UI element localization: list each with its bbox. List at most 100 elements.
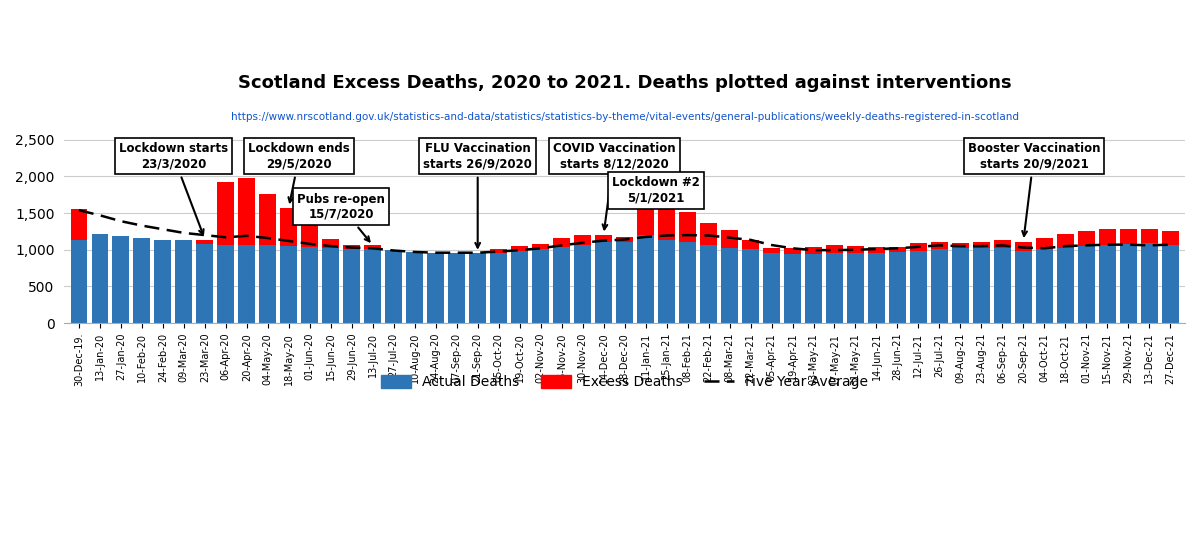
Bar [847, 246, 864, 253]
Bar [575, 245, 592, 323]
Bar [973, 248, 990, 323]
Bar [973, 242, 990, 248]
Bar [175, 240, 192, 323]
Bar [617, 242, 634, 323]
Text: https://www.nrscotland.gov.uk/statistics-and-data/statistics/statistics-by-theme: https://www.nrscotland.gov.uk/statistics… [230, 112, 1019, 122]
Bar [826, 245, 842, 253]
Bar [1120, 229, 1136, 244]
Bar [323, 248, 340, 323]
Bar [511, 250, 528, 323]
Bar [301, 247, 318, 323]
Bar [239, 178, 256, 245]
Bar [259, 194, 276, 245]
Bar [281, 246, 298, 323]
Bar [553, 247, 570, 323]
Bar [1078, 231, 1094, 246]
Bar [1141, 243, 1158, 323]
Bar [133, 238, 150, 323]
Bar [511, 246, 528, 250]
Bar [721, 230, 738, 248]
Text: Pubs re-open
15/7/2020: Pubs re-open 15/7/2020 [298, 193, 385, 242]
Bar [217, 182, 234, 245]
Bar [742, 249, 758, 323]
Bar [197, 240, 214, 244]
Bar [679, 212, 696, 242]
Bar [1015, 250, 1032, 323]
Bar [637, 207, 654, 235]
Bar [385, 250, 402, 323]
Bar [1036, 249, 1052, 323]
Bar [343, 245, 360, 249]
Bar [1036, 238, 1052, 249]
Bar [301, 215, 318, 247]
Bar [197, 244, 214, 323]
Bar [658, 240, 674, 323]
Bar [700, 223, 716, 245]
Text: COVID Vaccination
starts 8/12/2020: COVID Vaccination starts 8/12/2020 [553, 142, 676, 229]
Bar [952, 248, 968, 323]
Bar [1162, 245, 1178, 323]
Bar [784, 254, 800, 323]
Bar [491, 249, 508, 253]
Bar [1057, 248, 1074, 323]
Bar [700, 245, 716, 323]
Bar [1078, 246, 1094, 323]
Bar [763, 248, 780, 253]
Bar [784, 248, 800, 254]
Bar [91, 234, 108, 323]
Bar [365, 245, 382, 249]
Bar [365, 249, 382, 323]
Bar [910, 250, 926, 323]
Bar [868, 253, 884, 323]
Bar [931, 249, 948, 323]
Bar [1015, 242, 1032, 250]
Bar [533, 244, 550, 249]
Bar [1099, 229, 1116, 245]
Bar [533, 249, 550, 323]
Bar [595, 242, 612, 323]
Bar [994, 248, 1010, 323]
Bar [889, 252, 906, 323]
Bar [71, 240, 88, 323]
Bar [427, 253, 444, 323]
Bar [259, 245, 276, 323]
Bar [679, 242, 696, 323]
Bar [553, 238, 570, 247]
Bar [868, 247, 884, 253]
Bar [889, 247, 906, 252]
Bar [742, 240, 758, 249]
Bar [491, 253, 508, 323]
Bar [1120, 244, 1136, 323]
Bar [931, 242, 948, 249]
Text: Lockdown starts
23/3/2020: Lockdown starts 23/3/2020 [119, 142, 228, 234]
Title: Scotland Excess Deaths, 2020 to 2021. Deaths plotted against interventions: Scotland Excess Deaths, 2020 to 2021. De… [238, 74, 1012, 92]
Bar [239, 245, 256, 323]
Bar [994, 240, 1010, 248]
Bar [217, 245, 234, 323]
Bar [617, 237, 634, 242]
Text: Lockdown ends
29/5/2020: Lockdown ends 29/5/2020 [248, 142, 350, 202]
Bar [952, 243, 968, 248]
Bar [826, 253, 842, 323]
Bar [343, 249, 360, 323]
Bar [721, 248, 738, 323]
Bar [113, 236, 130, 323]
Bar [1057, 234, 1074, 248]
Text: FLU Vaccination
starts 26/9/2020: FLU Vaccination starts 26/9/2020 [424, 142, 532, 248]
Bar [1141, 229, 1158, 243]
Text: Lockdown #2
5/1/2021: Lockdown #2 5/1/2021 [612, 177, 700, 205]
Bar [1099, 245, 1116, 323]
Bar [847, 253, 864, 323]
Bar [910, 243, 926, 250]
Bar [407, 252, 424, 323]
Bar [575, 235, 592, 245]
Bar [658, 209, 674, 240]
Bar [763, 253, 780, 323]
Bar [71, 209, 88, 240]
Bar [469, 253, 486, 323]
Bar [155, 240, 172, 323]
Bar [323, 239, 340, 248]
Bar [449, 253, 466, 323]
Bar [281, 208, 298, 246]
Bar [1162, 231, 1178, 245]
